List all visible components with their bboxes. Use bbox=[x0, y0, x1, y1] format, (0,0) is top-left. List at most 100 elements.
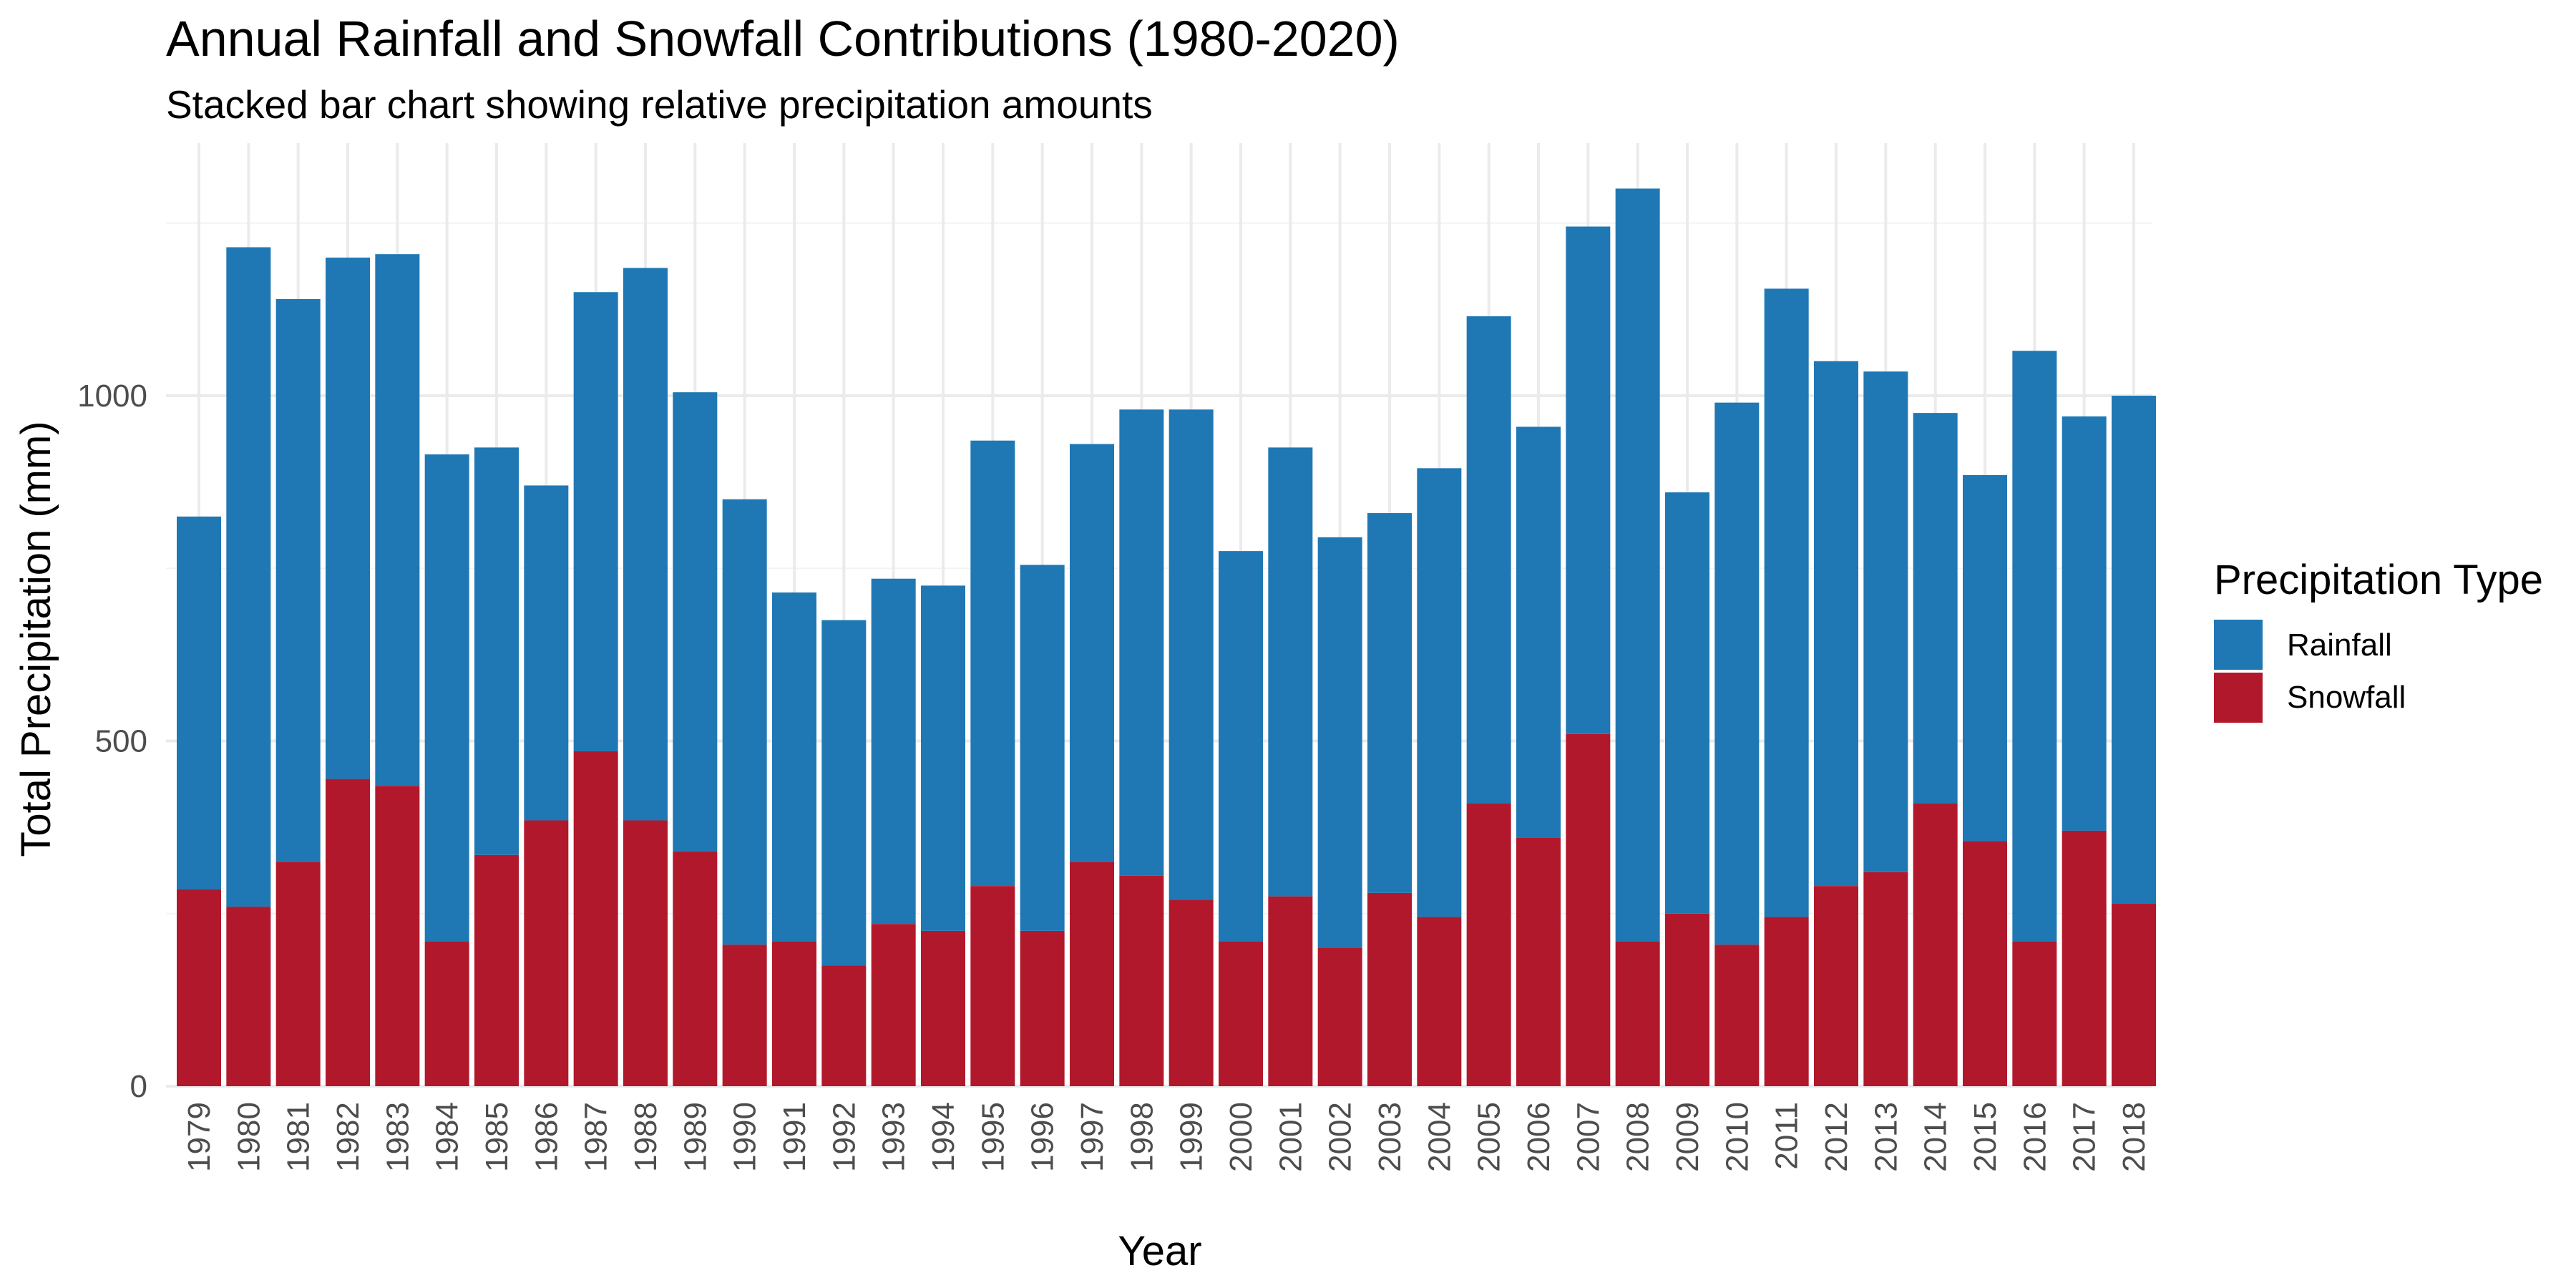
x-tick-label: 2003 bbox=[1372, 1102, 1407, 1172]
bar-rainfall-1983 bbox=[375, 254, 420, 786]
bar-snowfall-2002 bbox=[1317, 948, 1362, 1086]
x-axis-title: Year bbox=[1118, 1228, 1201, 1274]
bar-snowfall-1992 bbox=[821, 965, 867, 1086]
x-tick-label: 2007 bbox=[1571, 1102, 1606, 1172]
bar-rainfall-2012 bbox=[1814, 361, 1858, 887]
bar-snowfall-2013 bbox=[1863, 872, 1908, 1086]
bar-snowfall-2015 bbox=[1963, 841, 2007, 1086]
bar-rainfall-2018 bbox=[2112, 396, 2156, 904]
bar-rainfall-1981 bbox=[275, 298, 321, 862]
x-tick-label: 1996 bbox=[1025, 1102, 1060, 1172]
bar-snowfall-1999 bbox=[1169, 899, 1214, 1086]
legend-swatch-rainfall bbox=[2214, 620, 2263, 670]
bar-rainfall-2002 bbox=[1317, 537, 1362, 948]
bar-rainfall-1993 bbox=[871, 578, 916, 924]
bar-snowfall-1993 bbox=[871, 924, 916, 1086]
x-tick-label: 1985 bbox=[479, 1102, 514, 1172]
chart-title: Annual Rainfall and Snowfall Contributio… bbox=[166, 11, 1400, 67]
x-tick-label: 2017 bbox=[2067, 1102, 2102, 1172]
bar-rainfall-1987 bbox=[573, 292, 618, 751]
bar-snowfall-1979 bbox=[177, 889, 221, 1086]
bar-snowfall-2010 bbox=[1714, 945, 1760, 1086]
bar-rainfall-1986 bbox=[524, 485, 569, 821]
bar-rainfall-2005 bbox=[1466, 316, 1511, 804]
bar-rainfall-2010 bbox=[1714, 402, 1760, 945]
bar-snowfall-1998 bbox=[1119, 875, 1164, 1086]
x-tick-label: 1992 bbox=[826, 1102, 862, 1172]
x-axis-ticks: 1979 1980 1981 1982 1983 1984 1985 1986 1987 1988… bbox=[182, 1102, 2152, 1172]
bar-snowfall-2014 bbox=[1913, 803, 1958, 1086]
x-tick-label: 2001 bbox=[1273, 1102, 1308, 1172]
legend-title: Precipitation Type bbox=[2214, 557, 2543, 603]
bar-snowfall-2000 bbox=[1219, 941, 1263, 1086]
x-tick-label: 1979 bbox=[182, 1102, 217, 1172]
bar-rainfall-1979 bbox=[177, 516, 221, 889]
bar-rainfall-1988 bbox=[623, 268, 668, 821]
x-tick-label: 1986 bbox=[529, 1102, 564, 1172]
x-tick-label: 1984 bbox=[430, 1102, 465, 1172]
bar-snowfall-1989 bbox=[673, 851, 718, 1086]
x-tick-label: 1983 bbox=[380, 1102, 415, 1172]
x-tick-label: 2011 bbox=[1770, 1102, 1805, 1170]
bar-rainfall-2017 bbox=[2062, 416, 2107, 831]
bar-snowfall-1984 bbox=[424, 941, 469, 1086]
bar-snowfall-1996 bbox=[1020, 930, 1065, 1086]
x-tick-label: 2009 bbox=[1670, 1102, 1705, 1172]
bar-snowfall-2012 bbox=[1814, 886, 1858, 1086]
bar-rainfall-2001 bbox=[1268, 447, 1313, 897]
bar-snowfall-1981 bbox=[275, 862, 321, 1086]
x-tick-label: 1982 bbox=[331, 1102, 366, 1172]
bar-rainfall-1999 bbox=[1169, 409, 1214, 900]
bar-snowfall-2008 bbox=[1615, 941, 1660, 1086]
x-tick-label: 1987 bbox=[579, 1102, 614, 1172]
bar-rainfall-2007 bbox=[1566, 226, 1611, 734]
x-tick-label: 2002 bbox=[1323, 1102, 1358, 1172]
bar-snowfall-1986 bbox=[524, 820, 569, 1086]
bar-rainfall-2000 bbox=[1219, 551, 1263, 942]
x-tick-label: 2015 bbox=[1968, 1102, 2003, 1172]
bar-snowfall-1997 bbox=[1070, 862, 1114, 1086]
bar-snowfall-1994 bbox=[921, 930, 965, 1086]
x-tick-label: 2016 bbox=[2017, 1102, 2052, 1172]
x-tick-label: 1990 bbox=[728, 1102, 763, 1172]
bar-snowfall-1995 bbox=[970, 886, 1015, 1086]
legend-label-rainfall: Rainfall bbox=[2287, 628, 2392, 663]
bar-rainfall-1995 bbox=[970, 440, 1015, 887]
x-tick-label: 2006 bbox=[1521, 1102, 1556, 1172]
bar-rainfall-2003 bbox=[1367, 513, 1412, 893]
bar-rainfall-1989 bbox=[673, 392, 718, 852]
x-tick-label: 2005 bbox=[1472, 1102, 1507, 1172]
bar-rainfall-2009 bbox=[1665, 492, 1709, 914]
x-tick-label: 2018 bbox=[2117, 1102, 2152, 1172]
bar-snowfall-2016 bbox=[2012, 941, 2057, 1086]
bar-snowfall-1991 bbox=[772, 941, 816, 1086]
bar-rainfall-1994 bbox=[921, 585, 965, 931]
bar-snowfall-1985 bbox=[474, 854, 519, 1086]
legend-label-snowfall: Snowfall bbox=[2287, 680, 2406, 715]
bar-rainfall-1982 bbox=[326, 258, 370, 779]
x-tick-label: 1991 bbox=[777, 1102, 812, 1172]
bar-rainfall-2016 bbox=[2012, 351, 2057, 942]
x-tick-label: 1981 bbox=[281, 1102, 316, 1172]
y-axis-ticks: 0 500 1000 bbox=[77, 379, 147, 1104]
bar-snowfall-2017 bbox=[2062, 830, 2107, 1086]
x-tick-label: 1993 bbox=[877, 1102, 912, 1172]
bar-snowfall-2001 bbox=[1268, 896, 1313, 1086]
x-tick-label: 1980 bbox=[231, 1102, 266, 1172]
y-tick-label: 0 bbox=[130, 1069, 147, 1104]
legend-swatch-snowfall bbox=[2214, 673, 2263, 723]
x-tick-label: 1995 bbox=[975, 1102, 1010, 1172]
bar-rainfall-2006 bbox=[1516, 426, 1561, 838]
bar-snowfall-2007 bbox=[1566, 733, 1611, 1086]
x-tick-label: 1988 bbox=[628, 1102, 663, 1172]
x-tick-label: 2000 bbox=[1224, 1102, 1259, 1172]
bar-rainfall-2015 bbox=[1963, 474, 2007, 841]
bar-snowfall-2003 bbox=[1367, 892, 1412, 1086]
x-tick-label: 1998 bbox=[1124, 1102, 1159, 1172]
bar-snowfall-2006 bbox=[1516, 837, 1561, 1086]
bar-rainfall-1992 bbox=[821, 620, 867, 966]
bar-rainfall-2013 bbox=[1863, 371, 1908, 872]
bars bbox=[177, 188, 2156, 1086]
bar-snowfall-2004 bbox=[1417, 917, 1462, 1086]
